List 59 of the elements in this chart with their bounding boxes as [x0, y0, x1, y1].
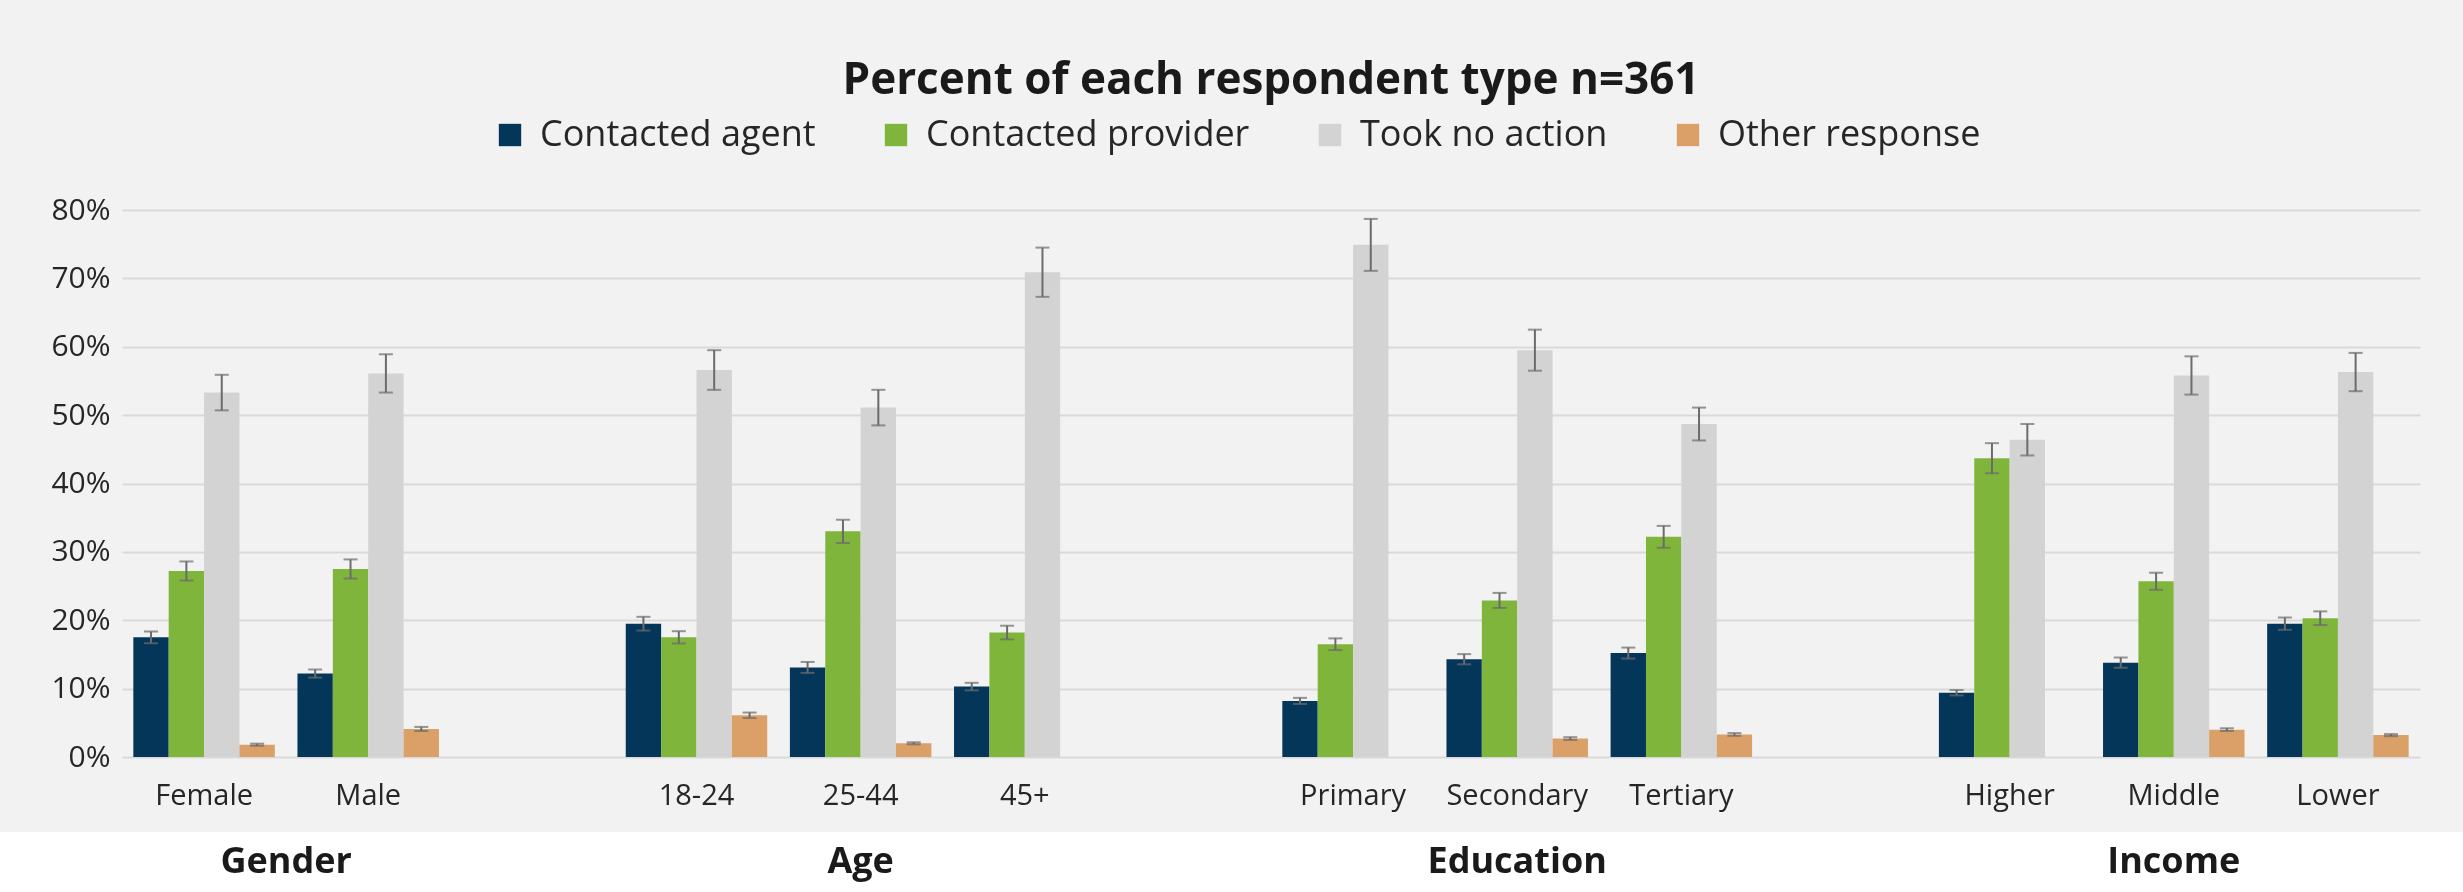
bar — [1446, 659, 1482, 757]
x-tick-label: 45+ — [999, 773, 1050, 813]
x-tick-label: Higher — [1964, 773, 2055, 813]
x-tick-label: Tertiary — [1629, 773, 1734, 813]
bar — [1481, 600, 1518, 757]
text: Age — [827, 835, 894, 884]
y-tick-label: 10% — [51, 666, 111, 708]
bar — [2267, 623, 2303, 757]
bar — [1610, 653, 1646, 757]
x-tick-label: Male — [335, 773, 402, 813]
legend-label: Other response — [1718, 108, 1981, 157]
bar — [731, 715, 768, 757]
text: Income — [2107, 835, 2241, 884]
y-tick-label: 40% — [51, 461, 111, 502]
bar — [133, 637, 169, 757]
bar — [989, 632, 1025, 757]
bar — [1645, 536, 1682, 757]
text: Gender — [220, 835, 352, 884]
x-tick-label: Middle — [2127, 773, 2221, 813]
text: Education — [1427, 835, 1607, 884]
x-tick-label: 18-24 — [658, 773, 735, 813]
bar — [1552, 738, 1588, 757]
x-tick-label: Female — [155, 773, 253, 813]
bar — [239, 744, 275, 757]
x-tick-label: 25-44 — [822, 773, 899, 813]
bar — [2302, 618, 2338, 757]
bar — [2138, 581, 2174, 757]
legend-label: Took no action — [1360, 108, 1608, 157]
x-tick-label: Secondary — [1446, 773, 1589, 813]
y-tick-label: 60% — [51, 324, 111, 366]
bar — [1282, 700, 1318, 757]
y-tick-label: 0% — [68, 734, 111, 776]
bar — [168, 571, 205, 757]
bar — [1716, 734, 1753, 757]
bar — [1938, 692, 1975, 757]
bar — [954, 686, 990, 757]
bar — [332, 568, 369, 757]
bar — [789, 667, 826, 757]
legend-label: Contacted provider — [926, 108, 1250, 157]
y-tick-label: 30% — [51, 529, 111, 571]
bar — [2373, 735, 2409, 757]
bar — [2103, 662, 2139, 757]
bar — [661, 637, 697, 757]
bar — [1974, 458, 2010, 757]
chart-title: Percent of each respondent type n=361 — [842, 47, 1700, 107]
y-tick-label: 80% — [51, 187, 111, 229]
bar — [1317, 644, 1354, 757]
y-tick-label: 70% — [51, 255, 111, 297]
y-tick-label: 50% — [51, 392, 111, 434]
bar — [403, 728, 439, 757]
legend-label: Contacted agent — [540, 108, 816, 157]
bar — [896, 743, 932, 757]
bar — [625, 623, 662, 757]
bar — [2209, 729, 2245, 757]
x-tick-label: Primary — [1300, 773, 1407, 813]
bar — [825, 531, 861, 757]
bar — [297, 673, 333, 757]
x-tick-label: Lower — [2296, 773, 2380, 813]
y-tick-label: 20% — [51, 597, 111, 639]
